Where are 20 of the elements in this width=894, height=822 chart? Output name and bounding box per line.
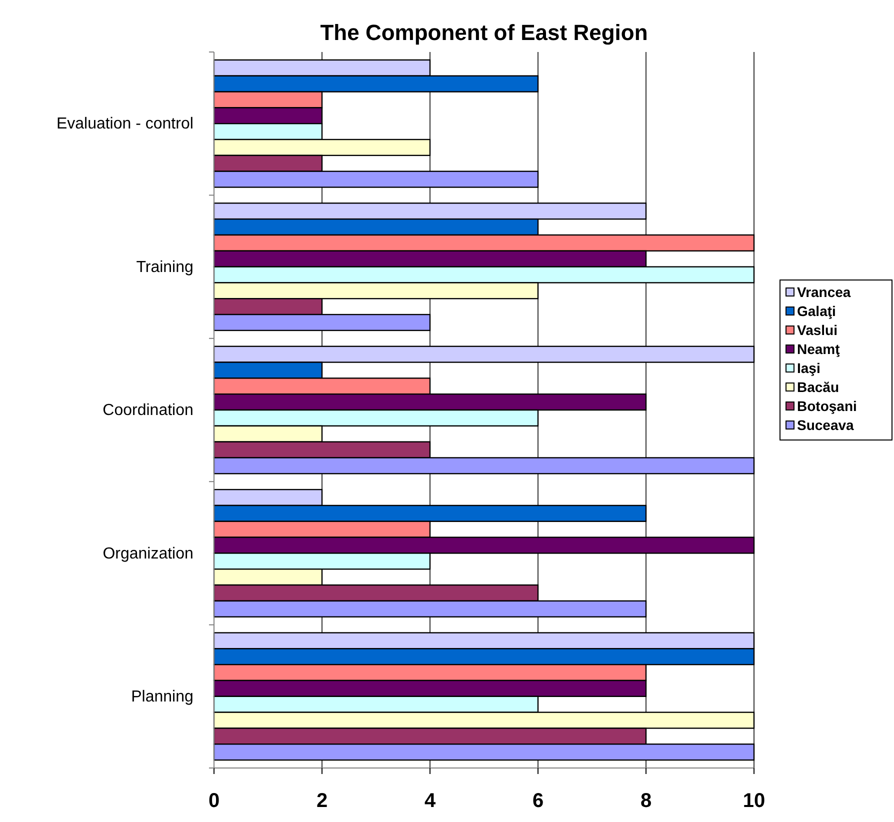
x-tick-label: 0 [208,790,220,812]
y-tick-label: Organization [102,545,194,562]
legend-label: Botoşani [797,398,857,414]
y-tick-label: Training [136,258,194,276]
x-tick-label: 4 [424,790,436,812]
legend-label: Vaslui [797,322,838,338]
legend-label: Bacău [797,379,840,395]
legend-label: Galaţi [797,303,836,319]
legend-label: Vrancea [797,284,851,300]
y-tick-label: Coordination [102,402,194,420]
x-tick-label: 10 [742,790,766,812]
legend-label: Suceava [797,417,854,433]
legend-label: Iaşi [797,360,820,376]
x-tick-label: 6 [532,790,544,812]
y-tick-label: Planning [131,688,194,706]
x-tick-label: 8 [640,790,652,812]
y-tick-label: Evaluation - control [56,116,194,133]
chart-title: The Component of East Region [320,20,648,45]
x-tick-label: 2 [316,790,328,812]
legend-label: Neamţ [797,341,840,357]
